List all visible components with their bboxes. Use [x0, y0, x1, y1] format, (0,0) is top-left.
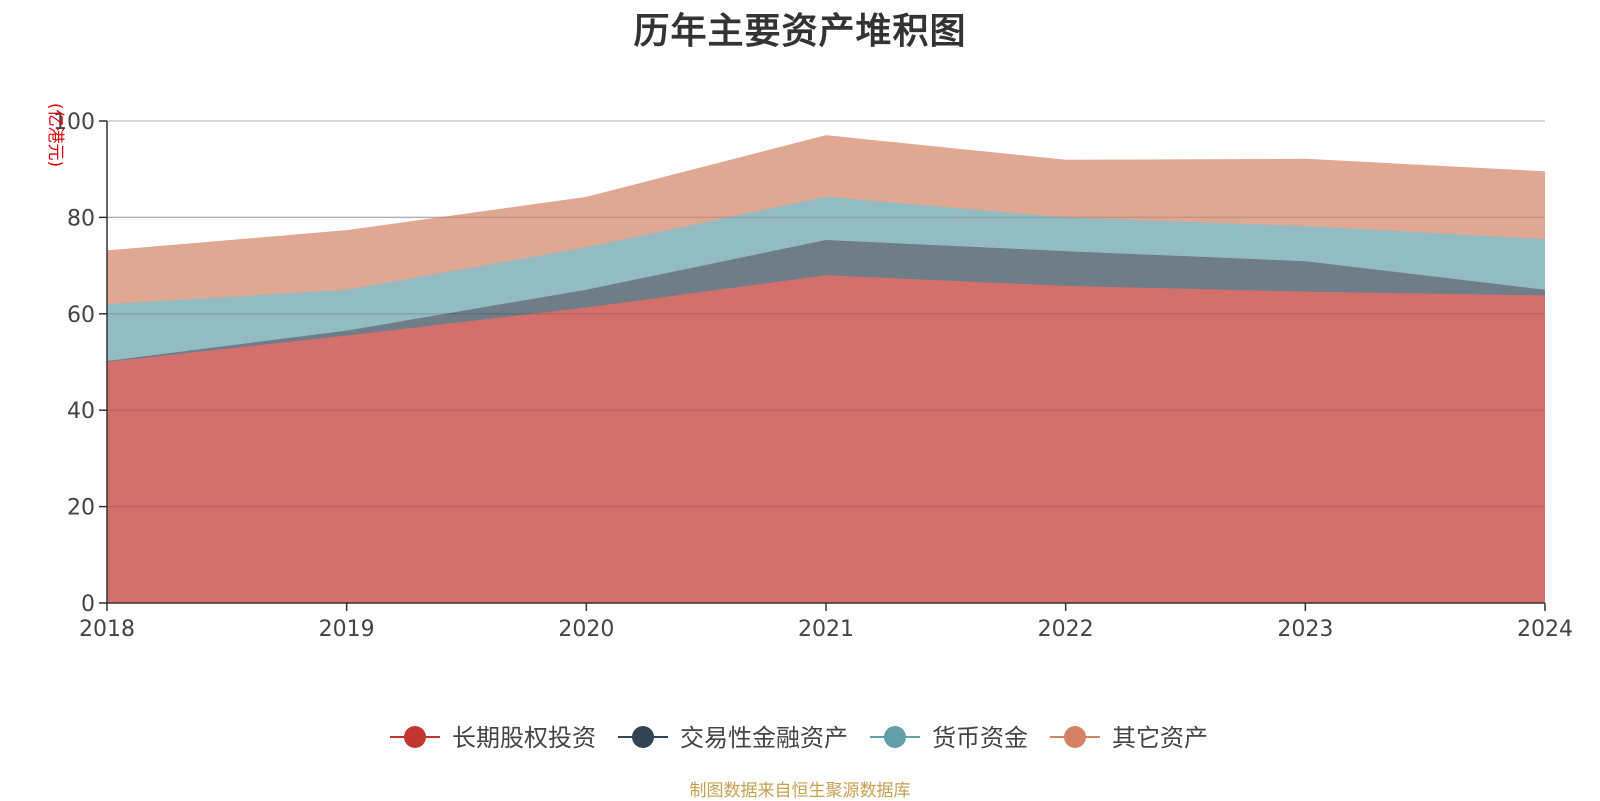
x-tick-label: 2021	[798, 617, 854, 642]
area-series	[106, 135, 1546, 603]
x-tick-label: 2024	[1517, 617, 1573, 642]
legend-label: 交易性金融资产	[680, 724, 848, 752]
y-tick-label: 80	[67, 206, 95, 231]
x-tick-label: 2023	[1277, 617, 1333, 642]
area-edge-4	[106, 135, 1546, 252]
legend-marker-icon	[1064, 726, 1086, 748]
x-tick-label: 2020	[558, 617, 614, 642]
area-series-4	[107, 135, 1545, 305]
legend: 长期股权投资 交易性金融资产 货币资金 其它资产	[390, 724, 1208, 752]
x-tick-label: 2018	[79, 617, 135, 642]
chart-title: 历年主要资产堆积图	[633, 11, 967, 52]
y-tick-label: 20	[67, 496, 95, 521]
legend-marker-icon	[404, 726, 426, 748]
axes: 0 20 40 60 80 100 2018 2019 2020 2021 2022 2023 2024	[53, 110, 1573, 642]
area-series-2	[107, 240, 1545, 362]
x-tick-label: 2019	[319, 617, 375, 642]
area-series-1	[107, 275, 1545, 603]
legend-item-1[interactable]: 长期股权投资	[390, 724, 596, 752]
legend-item-2[interactable]: 交易性金融资产	[618, 724, 848, 752]
y-tick-label: 60	[67, 303, 95, 328]
legend-marker-icon	[884, 726, 906, 748]
legend-label: 长期股权投资	[452, 724, 596, 752]
y-tick-label: 100	[53, 110, 95, 135]
y-tick-label: 0	[81, 592, 95, 617]
source-note: 制图数据来自恒生聚源数据库	[689, 781, 911, 801]
legend-label: 货币资金	[932, 724, 1028, 752]
legend-item-4[interactable]: 其它资产	[1050, 724, 1208, 752]
legend-item-3[interactable]: 货币资金	[870, 724, 1028, 752]
legend-label: 其它资产	[1112, 724, 1208, 752]
legend-marker-icon	[632, 726, 654, 748]
area-series-3	[107, 196, 1545, 362]
y-tick-label: 40	[67, 399, 95, 424]
y-axis-unit-label: (亿港元)	[45, 103, 65, 167]
x-tick-label: 2022	[1038, 617, 1094, 642]
